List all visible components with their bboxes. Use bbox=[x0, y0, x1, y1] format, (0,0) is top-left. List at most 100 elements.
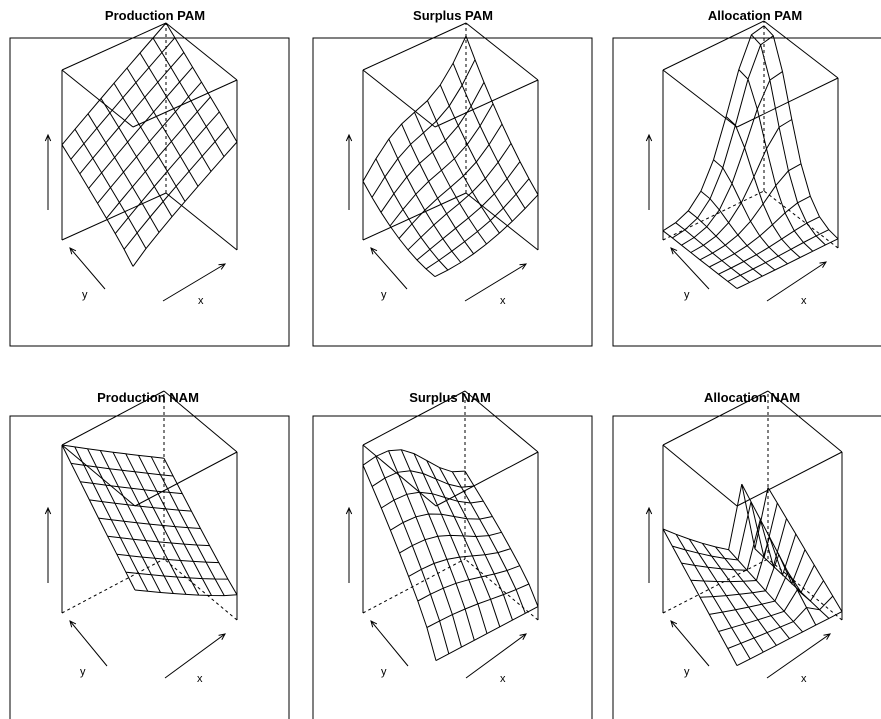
surface-line-y bbox=[699, 163, 802, 261]
surface-line-y bbox=[390, 513, 493, 531]
top-frame-edge bbox=[132, 79, 238, 128]
panel-frame bbox=[9, 37, 290, 347]
surface-line-x bbox=[375, 158, 449, 271]
top-frame-edge bbox=[662, 20, 765, 71]
surface-line-x bbox=[138, 455, 212, 596]
surface-line-y bbox=[399, 531, 502, 554]
x-axis-arrow-head bbox=[218, 633, 226, 640]
top-frame-edge bbox=[465, 22, 539, 81]
top-frame-edge bbox=[767, 390, 843, 453]
back-bottom-edge-x bbox=[165, 192, 238, 251]
x-axis-arrow-head bbox=[218, 263, 227, 270]
top-frame-edge bbox=[662, 390, 769, 446]
surface-line-x bbox=[163, 457, 238, 596]
surface-line-x bbox=[464, 470, 539, 607]
back-bottom-edge-x bbox=[464, 558, 539, 621]
x-axis-label: x bbox=[198, 295, 204, 307]
bounding-box-back bbox=[362, 23, 539, 251]
surface-line-y bbox=[61, 444, 165, 459]
panel-surplus-nam: Surplus NAM y x bbox=[312, 390, 593, 719]
y-axis-label: y bbox=[684, 666, 690, 678]
axis-arrows bbox=[645, 506, 832, 679]
x-axis-arrow-head bbox=[823, 633, 832, 640]
y-axis-arrow bbox=[370, 620, 409, 667]
surface-line-x bbox=[165, 22, 238, 143]
surface-line-x bbox=[439, 84, 513, 222]
surface-line-x bbox=[74, 128, 147, 249]
surface-line-x bbox=[741, 483, 817, 626]
y-axis-arrow bbox=[69, 247, 106, 290]
panel-frame bbox=[612, 37, 881, 347]
surface-line-y bbox=[88, 66, 193, 189]
bounding-box-front bbox=[662, 390, 843, 620]
x-axis-label: x bbox=[500, 673, 506, 685]
surface-line-y bbox=[389, 103, 494, 227]
top-frame-edge bbox=[763, 20, 839, 79]
panel-title: Allocation PAM bbox=[708, 8, 802, 23]
surface-line-y bbox=[408, 548, 511, 577]
surface-mesh bbox=[662, 483, 843, 667]
surface-line-x bbox=[738, 69, 814, 252]
back-bottom-edge-x bbox=[163, 558, 238, 621]
surface-line-x bbox=[388, 450, 462, 648]
surface-line-y bbox=[426, 583, 530, 628]
surface-mesh bbox=[362, 35, 539, 278]
x-axis-arrow-head bbox=[519, 263, 528, 270]
bounding-box-front bbox=[61, 22, 238, 250]
surface-line-y bbox=[672, 35, 774, 239]
top-frame-edge bbox=[464, 390, 539, 453]
y-axis-arrow-head bbox=[69, 620, 77, 628]
surface-line-x bbox=[751, 34, 826, 246]
surface-line-y bbox=[417, 565, 520, 602]
surface-line-x bbox=[126, 67, 199, 187]
top-frame-edge bbox=[362, 390, 466, 446]
panel-surplus-pam: Surplus PAM y x bbox=[312, 8, 593, 347]
surface-line-x bbox=[754, 548, 830, 619]
y-axis-label: y bbox=[381, 289, 387, 301]
surface-line-y bbox=[79, 52, 185, 175]
z-axis-arrow-head bbox=[645, 506, 653, 515]
surface-line-y bbox=[718, 580, 824, 632]
surface-line-x bbox=[139, 52, 212, 172]
x-axis-arrow bbox=[465, 633, 527, 679]
surface-line-y bbox=[71, 462, 174, 477]
panel-production-pam: Production PAM y x bbox=[9, 8, 290, 347]
surface-line-x bbox=[362, 181, 436, 277]
panel-frame bbox=[312, 37, 593, 347]
surface-line-y bbox=[97, 81, 202, 204]
surface-line-y bbox=[690, 119, 793, 253]
surface-mesh bbox=[662, 25, 839, 289]
x-axis-label: x bbox=[801, 673, 807, 685]
axis-arrows bbox=[44, 133, 227, 302]
surface-line-y bbox=[61, 22, 167, 146]
surface-line-y bbox=[89, 499, 192, 512]
surface-line-y bbox=[114, 111, 220, 234]
surface-line-y bbox=[398, 123, 503, 239]
top-frame-edge bbox=[362, 69, 436, 128]
x-axis-arrow bbox=[162, 263, 226, 302]
y-axis-arrow bbox=[670, 247, 710, 290]
axis-arrows bbox=[345, 133, 528, 302]
surface-line-x bbox=[728, 549, 803, 633]
surface-line-y bbox=[132, 141, 238, 267]
surface-line-x bbox=[100, 98, 173, 217]
z-axis-arrow-head bbox=[345, 133, 353, 142]
bounding-box-back bbox=[61, 391, 238, 621]
surface-mesh bbox=[61, 444, 238, 597]
top-frame-edge bbox=[662, 444, 738, 507]
axis-arrows bbox=[645, 133, 828, 302]
top-frame-edge bbox=[61, 390, 165, 446]
panel-frame bbox=[9, 415, 290, 719]
bounding-box-front bbox=[362, 22, 539, 250]
surface-line-x bbox=[465, 35, 539, 196]
z-axis-arrow-head bbox=[645, 133, 653, 142]
y-axis-arrow-head bbox=[670, 620, 678, 628]
x-axis-arrow bbox=[766, 261, 827, 302]
surface-line-x bbox=[452, 63, 526, 209]
top-frame-edge bbox=[662, 69, 738, 128]
x-axis-arrow-head bbox=[519, 633, 527, 640]
surface-line-y bbox=[362, 35, 467, 182]
bounding-box-front bbox=[662, 20, 839, 248]
back-bottom-edge-y bbox=[662, 190, 765, 241]
